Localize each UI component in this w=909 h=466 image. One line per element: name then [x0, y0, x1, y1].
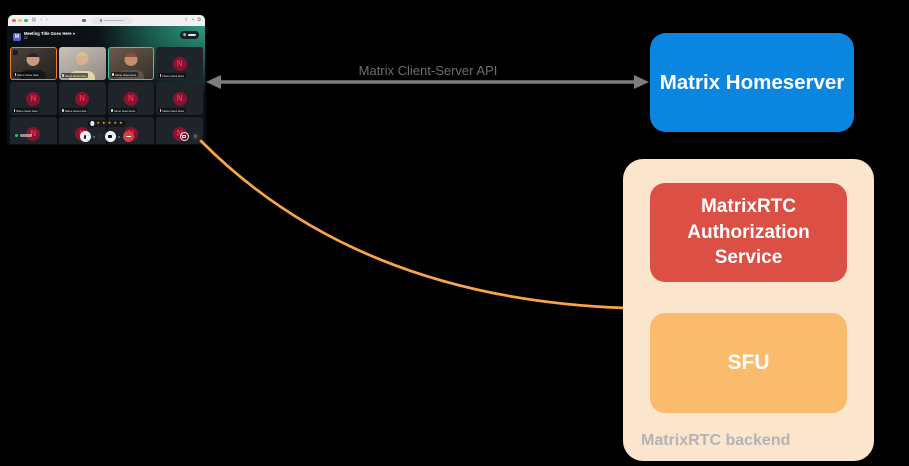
connection-label [19, 134, 32, 137]
participant-name-pill: Name Goes Here [12, 108, 40, 113]
new-tab-icon[interactable]: + [191, 17, 195, 23]
sfu-connection-line [199, 139, 628, 310]
participant-name-pill: Name Goes Here [13, 72, 41, 77]
mic-icon [62, 109, 64, 112]
arrow-label: Matrix Client-Server API [358, 63, 498, 78]
participant-name-pill: Name Goes Here [109, 108, 137, 113]
avatar-tile[interactable]: N Name Goes Here [156, 47, 203, 80]
avatar-tile[interactable]: N Name Goes Here [156, 82, 203, 115]
video-tile[interactable]: Name Goes Here [107, 47, 155, 80]
sfu-label: SFU [727, 351, 770, 374]
star-reactions: ★ ★ ★ ★ ★ [96, 120, 124, 126]
participant-name-pill: Name Goes Here [158, 108, 186, 113]
mic-icon [13, 109, 16, 112]
mic-icon [112, 73, 114, 76]
room-title: Meeting Title Goes Here [24, 31, 72, 37]
matrixrtc-backend-label: MatrixRTC backend [641, 432, 791, 449]
address-text [104, 19, 124, 22]
avatar-tile[interactable]: N [10, 117, 57, 144]
forward-icon[interactable]: › [45, 17, 48, 23]
mic-icon [159, 109, 162, 112]
hangup-button[interactable] [122, 131, 134, 142]
invite-label [188, 34, 196, 36]
video-call-browser-window: ▤ ‹ › ⇧ + ⧉ M Meeting Title Goes Here ▾ … [8, 15, 205, 144]
invite-button[interactable]: ⊕ [179, 31, 199, 39]
avatar: N [75, 91, 90, 106]
avatar: N [172, 56, 187, 71]
video-tile[interactable]: Name Goes Here [58, 47, 106, 80]
window-controls [12, 18, 28, 23]
matrix-homeserver-label: Matrix Homeserver [659, 70, 845, 94]
divider-dot [118, 135, 120, 138]
mic-icon [159, 74, 162, 77]
participant-video [26, 53, 40, 66]
avatar-tile[interactable]: N Name Goes Here [58, 82, 106, 115]
call-app-area: M Meeting Title Goes Here ▾ 22 ⊕ Name Go… [8, 26, 205, 144]
participant-video [124, 53, 138, 66]
invite-icon: ⊕ [182, 31, 187, 37]
browser-chrome-bar: ▤ ‹ › ⇧ + ⧉ [8, 15, 205, 26]
participant-name-pill: Name Goes Here [110, 72, 138, 77]
call-header: M Meeting Title Goes Here ▾ 22 ⊕ [8, 26, 205, 47]
back-icon[interactable]: ‹ [40, 17, 42, 23]
mic-button[interactable] [79, 131, 91, 142]
participant-count: 22 [24, 36, 28, 41]
mic-icon [111, 109, 113, 112]
layout-switch-button[interactable] [179, 132, 189, 141]
zoom-window-button[interactable] [24, 18, 28, 23]
sidebar-icon[interactable]: ▤ [31, 17, 37, 23]
close-window-button[interactable] [12, 18, 16, 23]
mic-icon [83, 134, 87, 139]
room-avatar: M [13, 32, 21, 41]
avatar: N [26, 91, 41, 106]
authorization-service-box: MatrixRTC Authorization Service [650, 183, 847, 282]
lock-icon [100, 19, 102, 22]
address-bar[interactable] [91, 17, 133, 24]
camera-icon [107, 135, 113, 138]
connection-indicator [15, 134, 32, 137]
participant-video [75, 52, 89, 65]
layout-icon [182, 134, 186, 139]
share-icon[interactable]: ⇧ [184, 17, 189, 23]
avatar: N [172, 91, 187, 106]
participant-name-pill: Name Goes Here [60, 108, 89, 113]
tab-overview-icon[interactable]: ⧉ [197, 17, 201, 23]
extension-icon[interactable] [82, 18, 86, 22]
avatar-tile[interactable]: N Name Goes Here [107, 82, 155, 115]
online-dot-icon [15, 134, 18, 137]
video-tile-grid: Name Goes Here Name Goes Here Name Goes … [10, 47, 203, 144]
avatar: N [123, 91, 138, 106]
grid-view-button[interactable]: ⠿ [191, 132, 200, 141]
participant-name-pill: Name Goes Here [158, 73, 186, 78]
hangup-icon [125, 135, 131, 138]
avatar-tile[interactable]: N Name Goes Here [10, 82, 57, 115]
layout-controls: ⠿ [179, 132, 200, 141]
reaction-avatar [89, 121, 95, 126]
matrixrtc-backend-box: MatrixRTC Authorization Service SFU Matr… [623, 159, 874, 461]
chevron-down-icon[interactable]: ▾ [72, 31, 75, 37]
divider-dot [93, 135, 95, 138]
mic-icon [14, 73, 17, 76]
video-tile[interactable]: Name Goes Here [10, 47, 57, 80]
call-control-bar [79, 131, 134, 142]
camera-button[interactable] [104, 131, 116, 142]
avatar: N [26, 126, 41, 141]
authorization-service-label: MatrixRTC Authorization Service [687, 196, 810, 269]
matrix-homeserver-box: Matrix Homeserver [650, 33, 854, 132]
tile-indicator-icon [13, 50, 18, 55]
minimize-window-button[interactable] [18, 18, 22, 23]
grid-icon: ⠿ [194, 133, 197, 139]
reactions-bar: ★ ★ ★ ★ ★ [86, 119, 127, 127]
participant-name-pill: Name Goes Here [60, 73, 89, 78]
mic-icon [62, 74, 64, 77]
sfu-box: SFU [650, 313, 847, 413]
screenshare-button[interactable] [97, 134, 102, 139]
